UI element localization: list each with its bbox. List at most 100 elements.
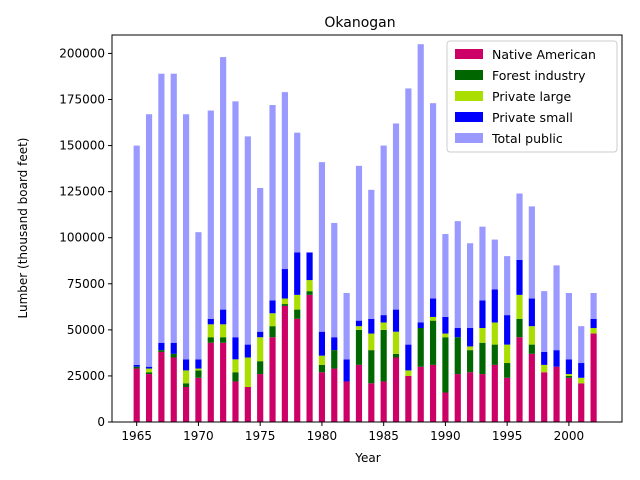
bar-1992-series-2 bbox=[467, 346, 474, 351]
bar-1969-series-3 bbox=[183, 359, 190, 371]
bar-1994-series-1 bbox=[491, 344, 498, 365]
bar-1984-series-1 bbox=[368, 350, 375, 384]
bar-1978-series-1 bbox=[294, 309, 301, 319]
bar-1979-series-2 bbox=[306, 280, 313, 292]
bar-1990-series-2 bbox=[442, 333, 449, 338]
legend-label-1: Forest industry bbox=[492, 68, 586, 83]
bar-1969-series-4 bbox=[183, 114, 190, 360]
bar-1995-series-3 bbox=[504, 315, 511, 345]
bar-1974-series-0 bbox=[244, 386, 251, 422]
bar-1983-series-2 bbox=[355, 326, 363, 330]
legend-label-2: Private large bbox=[492, 89, 572, 104]
legend: Native American Forest industry Private la… bbox=[446, 40, 618, 153]
bar-1986-series-4 bbox=[392, 123, 400, 310]
bar-1989-series-3 bbox=[429, 298, 437, 317]
bar-1965-series-1 bbox=[133, 366, 140, 369]
bar-1982-series-4 bbox=[343, 293, 350, 360]
bar-1983-series-0 bbox=[355, 364, 363, 422]
bar-1966-series-4 bbox=[145, 114, 153, 367]
bar-1991-series-3 bbox=[454, 328, 461, 338]
ticks-group: 1965 1970 1975 1980 1985 1990 1995 2000 0 25000 50… bbox=[59, 46, 584, 443]
bar-1983-series-1 bbox=[355, 329, 363, 365]
bar-1994-series-4 bbox=[491, 239, 498, 290]
bar-1996-series-1 bbox=[516, 318, 523, 338]
bar-1975-series-2 bbox=[257, 337, 264, 362]
bar-2001-series-2 bbox=[578, 377, 585, 384]
bar-1971-series-3 bbox=[207, 318, 214, 325]
bar-1995-series-0 bbox=[504, 377, 511, 422]
bar-1976-series-3 bbox=[269, 300, 276, 314]
y-tick-label: 50000 bbox=[67, 323, 105, 337]
y-tick-label: 75000 bbox=[67, 277, 105, 291]
bar-1990-series-4 bbox=[442, 234, 449, 317]
bar-1997-series-1 bbox=[528, 344, 535, 354]
bar-1984-series-3 bbox=[368, 318, 375, 334]
bar-1970-series-2 bbox=[195, 368, 202, 371]
bar-1985-series-1 bbox=[380, 329, 387, 382]
y-tick-label: 125000 bbox=[59, 185, 105, 199]
bar-1993-series-2 bbox=[479, 328, 486, 343]
bar-1992-series-1 bbox=[467, 350, 474, 373]
bar-1974-series-2 bbox=[244, 357, 251, 387]
bar-1968-series-4 bbox=[170, 73, 177, 343]
bar-1978-series-4 bbox=[294, 132, 301, 253]
legend-swatch-1 bbox=[455, 70, 483, 80]
x-tick-label: 1965 bbox=[121, 429, 152, 443]
bar-1977-series-1 bbox=[281, 304, 288, 306]
bar-1986-series-1 bbox=[392, 353, 400, 358]
bar-1993-series-3 bbox=[479, 300, 486, 329]
bar-1980-series-2 bbox=[318, 355, 326, 365]
x-tick-label: 1990 bbox=[430, 429, 461, 443]
bar-1992-series-0 bbox=[467, 372, 474, 422]
bar-1976-series-0 bbox=[269, 337, 276, 422]
bar-1984-series-2 bbox=[368, 333, 375, 351]
bar-1967-series-1 bbox=[158, 350, 165, 352]
bar-1997-series-0 bbox=[528, 353, 535, 422]
bar-1965-series-0 bbox=[133, 368, 140, 422]
bar-1991-series-1 bbox=[454, 337, 461, 375]
bar-1972-series-4 bbox=[220, 57, 227, 310]
bar-1988-series-0 bbox=[417, 366, 424, 422]
bar-2002-series-4 bbox=[590, 293, 597, 319]
bar-1994-series-2 bbox=[491, 322, 498, 345]
bar-1971-series-4 bbox=[207, 110, 214, 319]
bar-1996-series-4 bbox=[516, 193, 523, 260]
x-tick-label: 1970 bbox=[183, 429, 214, 443]
bar-1995-series-4 bbox=[504, 256, 511, 316]
bar-1997-series-4 bbox=[528, 206, 535, 299]
bar-1973-series-2 bbox=[232, 359, 239, 373]
bar-1970-series-4 bbox=[195, 232, 202, 360]
x-tick-label: 1975 bbox=[245, 429, 276, 443]
bar-1968-series-3 bbox=[170, 342, 177, 354]
bar-1967-series-0 bbox=[158, 351, 165, 422]
bar-1980-series-0 bbox=[318, 372, 326, 422]
bar-1992-series-3 bbox=[467, 328, 474, 347]
bar-1991-series-4 bbox=[454, 221, 461, 329]
bar-1982-series-3 bbox=[343, 359, 350, 382]
bar-1973-series-3 bbox=[232, 337, 239, 360]
bar-1990-series-3 bbox=[442, 316, 449, 334]
bar-1985-series-2 bbox=[380, 322, 387, 330]
bar-1975-series-1 bbox=[257, 361, 264, 375]
bar-1977-series-3 bbox=[281, 269, 288, 299]
y-tick-label: 25000 bbox=[67, 369, 105, 383]
bar-1989-series-1 bbox=[429, 320, 437, 365]
bar-1966-series-1 bbox=[145, 372, 153, 375]
bar-1984-series-0 bbox=[368, 383, 375, 422]
bar-1982-series-0 bbox=[343, 381, 350, 422]
axes-group bbox=[111, 34, 623, 423]
bar-1996-series-0 bbox=[516, 337, 523, 422]
bar-1998-series-4 bbox=[541, 291, 548, 352]
legend-label-0: Native American bbox=[492, 47, 596, 62]
bar-1967-series-3 bbox=[158, 342, 165, 351]
bar-1965-series-3 bbox=[133, 364, 140, 367]
y-tick-label: 175000 bbox=[59, 93, 105, 107]
bar-1983-series-3 bbox=[355, 320, 363, 327]
x-tick-label: 2000 bbox=[554, 429, 585, 443]
bar-1975-series-0 bbox=[257, 374, 264, 422]
bar-1979-series-3 bbox=[306, 252, 313, 281]
bar-1999-series-3 bbox=[553, 350, 560, 367]
bar-1976-series-1 bbox=[269, 326, 276, 338]
bar-1972-series-0 bbox=[220, 342, 227, 422]
bar-1999-series-4 bbox=[553, 265, 560, 351]
